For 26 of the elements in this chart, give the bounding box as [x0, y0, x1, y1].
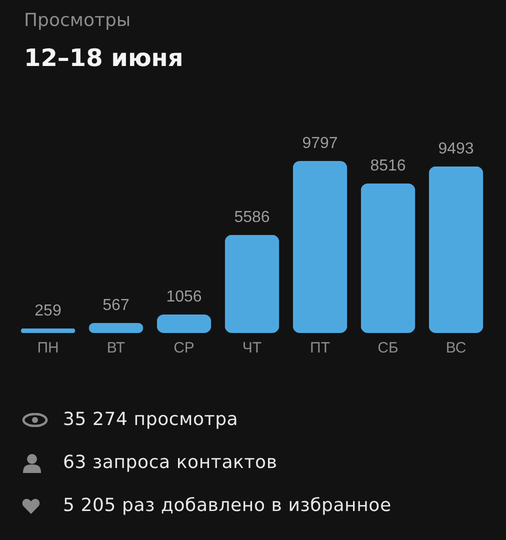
data-label: 8516 — [370, 157, 406, 174]
bar — [156, 314, 212, 333]
bar — [428, 166, 484, 333]
bar — [88, 323, 144, 333]
x-tick-label: ПТ — [310, 340, 330, 356]
x-tick-label: СР — [174, 340, 194, 356]
data-label: 1056 — [166, 288, 202, 306]
bar — [360, 183, 416, 333]
data-label: 5586 — [234, 208, 270, 226]
bar — [20, 328, 76, 333]
text: 35 274 просмотра — [63, 409, 238, 430]
text: 63 запроса контактов — [63, 452, 278, 473]
chart-subtitle: 12–18 июня — [24, 44, 184, 72]
bar — [224, 234, 280, 333]
bar — [292, 161, 348, 333]
x-tick-label: ВС — [446, 340, 466, 356]
x-tick-label: ВТ — [106, 340, 126, 356]
chart-title: Просмотры — [24, 10, 131, 31]
data-label: 9797 — [302, 135, 338, 152]
x-tick-label: ЧТ — [242, 340, 262, 356]
text: 5 205 раз добавлено в избранное — [63, 495, 392, 516]
data-label: 567 — [102, 297, 130, 314]
data-label: 9493 — [438, 140, 474, 158]
x-tick-label: СБ — [378, 340, 398, 356]
data-label: 259 — [34, 302, 62, 320]
x-tick-label: ПН — [37, 340, 59, 356]
